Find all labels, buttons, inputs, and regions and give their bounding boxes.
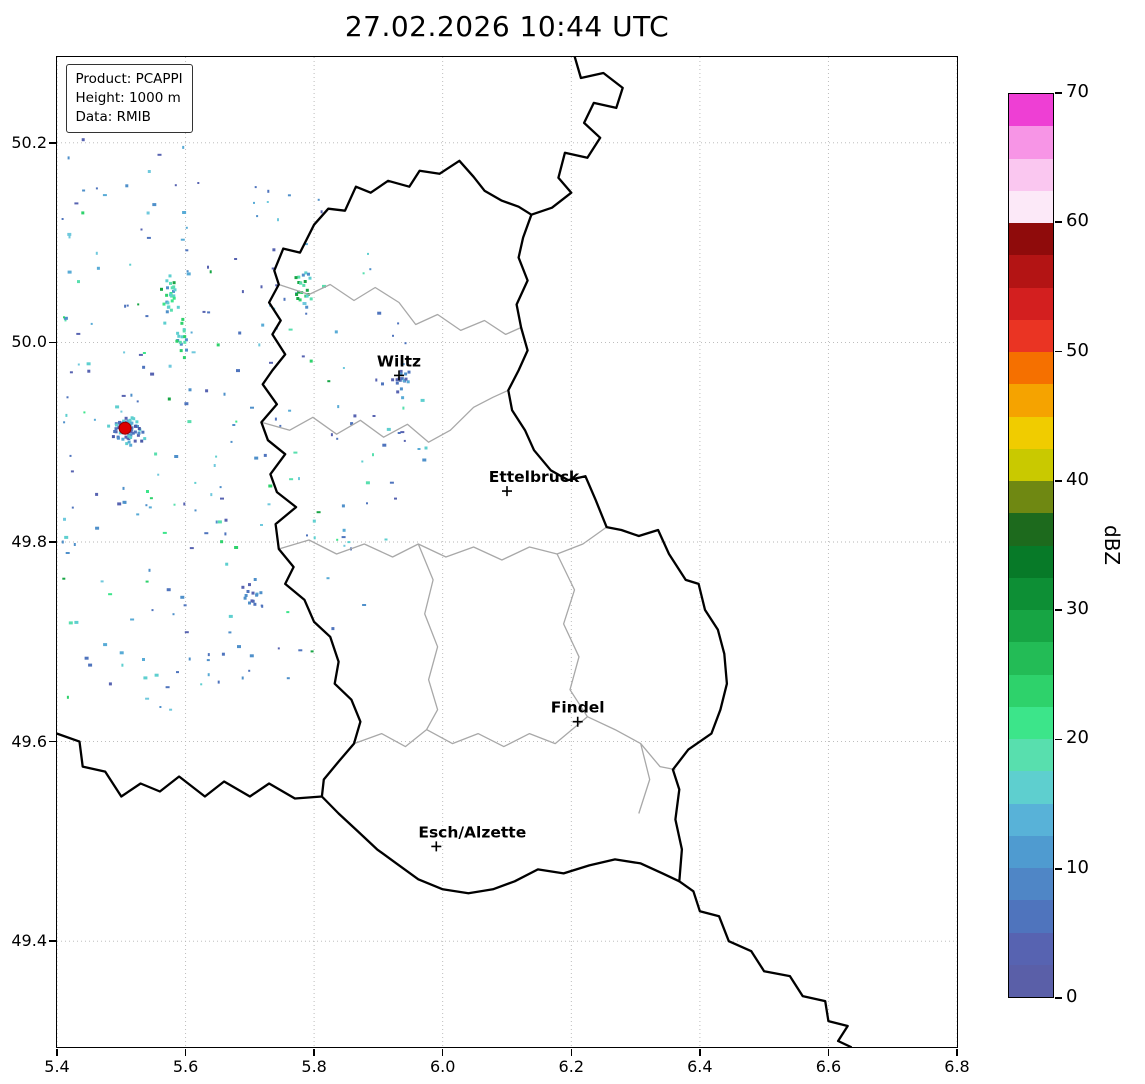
x-axis-tick-mark xyxy=(56,1048,58,1056)
colorbar-segment xyxy=(1009,190,1053,223)
colorbar-tick-mark xyxy=(1055,609,1062,612)
colorbar-tick-mark xyxy=(1055,350,1062,353)
colorbar-segment xyxy=(1009,803,1053,836)
colorbar-segment xyxy=(1009,481,1053,514)
colorbar-segment xyxy=(1009,739,1053,772)
x-axis-tick-mark xyxy=(313,1048,315,1056)
map-plot-svg: Wiltz Ettelbruck Findel Esch/Alzette xyxy=(56,56,957,1047)
colorbar-tick-label: 10 xyxy=(1066,856,1089,878)
colorbar-tick-label: 20 xyxy=(1066,727,1089,749)
y-axis-tick-mark xyxy=(48,740,56,743)
city-label: Esch/Alzette xyxy=(418,823,526,841)
city-plus-marker xyxy=(430,840,441,851)
city-label: Findel xyxy=(550,698,604,716)
colorbar-segment xyxy=(1009,771,1053,804)
colorbar-segments xyxy=(1009,94,1053,997)
colorbar-tick-label: 70 xyxy=(1066,81,1089,102)
x-axis-tick-mark xyxy=(441,1048,444,1056)
colorbar-segment xyxy=(1009,287,1053,320)
x-axis-tick-label: 6.8 xyxy=(944,1057,970,1076)
colorbar-segment xyxy=(1009,319,1053,352)
colorbar-segment xyxy=(1009,577,1053,610)
colorbar-segment xyxy=(1009,932,1053,965)
colorbar-segment xyxy=(1009,835,1053,868)
colorbar xyxy=(1008,93,1054,998)
y-axis-tick-label: 50.0 xyxy=(11,332,47,352)
y-axis-tick-label: 49.4 xyxy=(11,931,47,951)
colorbar-tick-label: 50 xyxy=(1066,339,1089,361)
colorbar-segment xyxy=(1009,352,1053,385)
figure-title: 27.02.2026 10:44 UTC xyxy=(344,10,670,43)
y-axis-tick-mark xyxy=(48,541,56,543)
city-plus-marker xyxy=(393,369,404,380)
radar-echo-pixels xyxy=(61,130,427,711)
colorbar-tick-mark xyxy=(1055,479,1062,482)
x-axis-tick-label: 6.2 xyxy=(558,1057,584,1076)
district-borders xyxy=(260,283,676,814)
info-data-source: Data: RMIB xyxy=(75,108,151,125)
info-product: Product: PCAPPI xyxy=(75,70,183,87)
country-borders xyxy=(56,56,852,1047)
colorbar-segment xyxy=(1009,416,1053,449)
colorbar-segment xyxy=(1009,545,1053,578)
city-label: Ettelbruck xyxy=(488,468,579,486)
x-axis-tick-mark xyxy=(184,1048,187,1056)
colorbar-label-text: dBZ xyxy=(1100,525,1124,566)
colorbar-segment xyxy=(1009,94,1053,127)
colorbar-tick-label: 40 xyxy=(1066,468,1089,490)
colorbar-segment xyxy=(1009,642,1053,675)
colorbar-segment xyxy=(1009,868,1053,901)
colorbar-segment xyxy=(1009,513,1053,546)
x-axis-tick-mark xyxy=(827,1048,830,1056)
x-axis-tick-label: 6.0 xyxy=(429,1057,456,1076)
colorbar-tick-label: 30 xyxy=(1066,598,1089,620)
city-plus-marker xyxy=(572,716,583,727)
x-axis-tick-label: 6.6 xyxy=(815,1057,842,1076)
city-markers: Wiltz Ettelbruck Findel Esch/Alzette xyxy=(376,352,604,851)
y-axis-tick-mark xyxy=(48,940,56,942)
city-plus-marker xyxy=(501,485,512,496)
x-axis-tick-mark xyxy=(699,1048,701,1056)
colorbar-tick-label: 0 xyxy=(1066,986,1078,1007)
city-label: Wiltz xyxy=(376,352,420,370)
colorbar-axis-label: dBZ xyxy=(1100,93,1124,998)
x-axis-tick-label: 5.4 xyxy=(44,1057,70,1076)
colorbar-segment xyxy=(1009,900,1053,933)
y-axis-tick-mark xyxy=(48,142,56,144)
y-axis-tick-label: 50.2 xyxy=(11,132,47,152)
info-box: Product: PCAPPI Height: 1000 m Data: RMI… xyxy=(65,63,193,133)
x-axis-tick-label: 5.6 xyxy=(172,1057,199,1076)
colorbar-segment xyxy=(1009,158,1053,191)
colorbar-tick-mark xyxy=(1055,221,1062,224)
colorbar-segment xyxy=(1009,706,1053,739)
grid-lines xyxy=(56,56,957,1047)
colorbar-tick-mark xyxy=(1055,997,1062,999)
colorbar-tick-mark xyxy=(1055,738,1062,741)
y-axis-tick-mark xyxy=(48,341,56,344)
colorbar-segment xyxy=(1009,126,1053,159)
x-axis-tick-label: 5.8 xyxy=(301,1057,327,1076)
map-plot-area: Wiltz Ettelbruck Findel Esch/Alzette Produc… xyxy=(55,55,958,1048)
y-axis-tick-label: 49.6 xyxy=(11,731,47,751)
radar-site-dot xyxy=(118,421,132,435)
colorbar-tick-mark xyxy=(1055,867,1062,870)
x-axis-tick-mark xyxy=(570,1048,573,1056)
x-axis-tick-label: 6.4 xyxy=(687,1057,713,1076)
y-axis-tick-label: 49.8 xyxy=(11,532,47,552)
colorbar-tick-mark xyxy=(1055,92,1062,94)
colorbar-segment xyxy=(1009,255,1053,288)
x-axis-tick-mark xyxy=(956,1048,958,1056)
colorbar-segment xyxy=(1009,674,1053,707)
colorbar-segment xyxy=(1009,964,1053,997)
colorbar-segment xyxy=(1009,223,1053,256)
colorbar-segment xyxy=(1009,448,1053,481)
info-height: Height: 1000 m xyxy=(75,89,181,106)
colorbar-tick-label: 60 xyxy=(1066,210,1089,232)
colorbar-segment xyxy=(1009,610,1053,643)
colorbar-segment xyxy=(1009,384,1053,417)
